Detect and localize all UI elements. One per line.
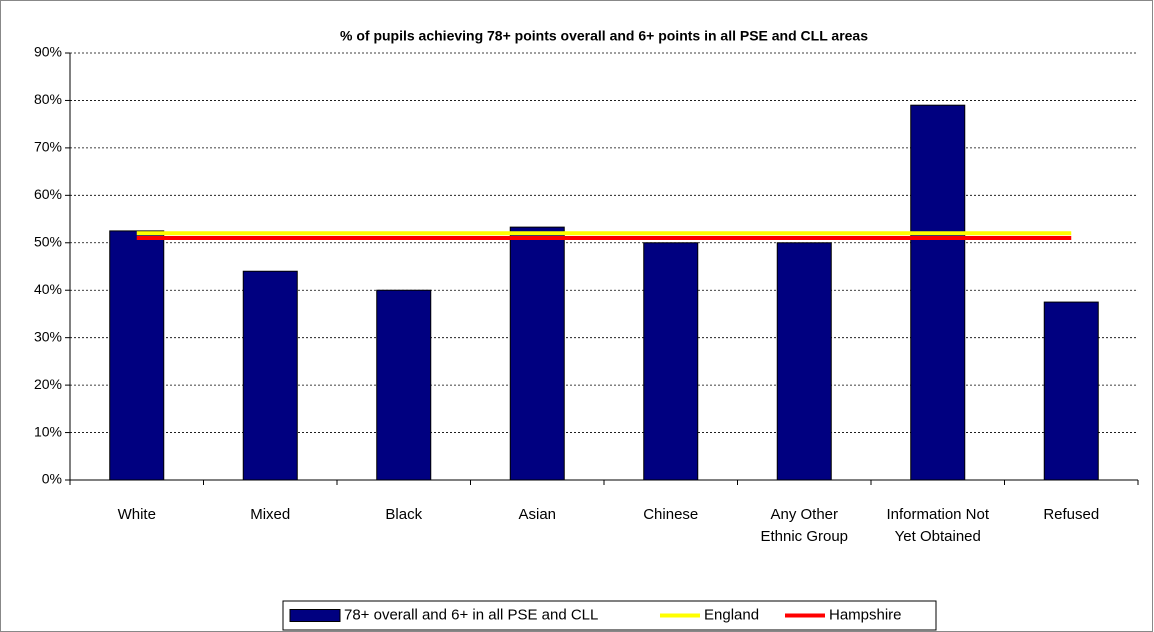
x-tick-label: Mixed bbox=[250, 506, 291, 523]
bar bbox=[1043, 301, 1099, 481]
y-tick-label: 60% bbox=[34, 186, 62, 202]
bar bbox=[643, 242, 699, 481]
bar bbox=[376, 289, 432, 481]
bar bbox=[242, 270, 298, 481]
y-tick-label: 50% bbox=[34, 233, 62, 249]
legend-box bbox=[282, 600, 937, 631]
bar bbox=[776, 242, 832, 481]
x-tick-label: Information Not Yet Obtained bbox=[886, 506, 990, 545]
x-tick-label: Black bbox=[385, 506, 423, 523]
x-tick-label: Any Other Ethnic Group bbox=[760, 506, 849, 545]
y-tick-label: 10% bbox=[34, 423, 62, 439]
legend-swatch bbox=[289, 609, 341, 622]
legend-label: England bbox=[704, 606, 759, 623]
y-tick-label: 0% bbox=[42, 471, 62, 487]
chart-title: % of pupils achieving 78+ points overall… bbox=[340, 28, 868, 44]
bar bbox=[910, 104, 966, 481]
x-tick-label: Asian bbox=[518, 506, 557, 523]
y-tick-label: 20% bbox=[34, 376, 62, 392]
x-tick-label: Chinese bbox=[643, 506, 699, 523]
legend-label: 78+ overall and 6+ in all PSE and CLL bbox=[344, 606, 598, 623]
bar bbox=[509, 226, 565, 481]
y-tick-label: 90% bbox=[34, 44, 62, 60]
x-tick-label: Refused bbox=[1043, 506, 1100, 523]
bar bbox=[109, 230, 165, 481]
y-tick-label: 40% bbox=[34, 281, 62, 297]
y-tick-label: 30% bbox=[34, 328, 62, 344]
y-tick-label: 80% bbox=[34, 91, 62, 107]
legend-label: Hampshire bbox=[829, 606, 902, 623]
x-tick-label: White bbox=[117, 506, 156, 523]
y-tick-label: 70% bbox=[34, 139, 62, 155]
